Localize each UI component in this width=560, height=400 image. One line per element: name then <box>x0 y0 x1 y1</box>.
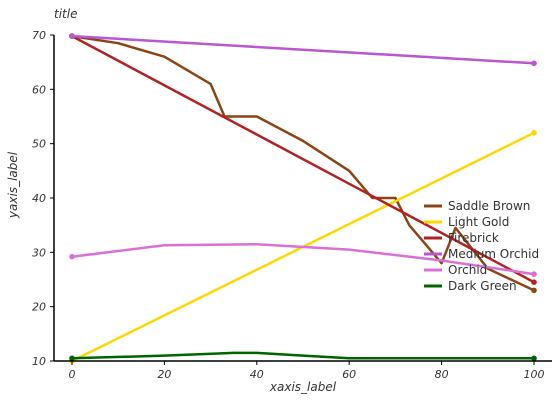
x-tick-label: 100 <box>524 368 545 381</box>
legend-label-firebrick: Firebrick <box>448 231 499 245</box>
x-tick-label: 60 <box>342 368 356 381</box>
legend-label-saddle-brown: Saddle Brown <box>448 199 530 213</box>
y-axis-label: yaxis_label <box>6 151 20 219</box>
legend-label-dark-green: Dark Green <box>448 279 517 293</box>
x-axis-label: xaxis_label <box>269 380 337 394</box>
legend-label-orchid: Orchid <box>448 263 487 277</box>
x-tick-label: 0 <box>69 368 76 381</box>
y-tick-label: 10 <box>32 355 46 368</box>
legend-label-medium-orchid: Medium Orchid <box>448 247 539 261</box>
y-tick-label: 30 <box>32 246 46 259</box>
series-point-dark-green-start <box>69 355 75 362</box>
series-point-orchid-end <box>531 271 537 277</box>
series-line-firebrick <box>71 34 535 284</box>
series-point-firebrick-end <box>531 279 537 286</box>
legend-label-light-gold: Light Gold <box>448 215 509 229</box>
series-line-dark-green <box>71 351 534 360</box>
x-tick-label: 80 <box>435 368 449 381</box>
series-point-saddle-brown-end <box>531 287 537 294</box>
series-point-orchid-start <box>69 253 75 260</box>
plot-area <box>69 33 537 364</box>
series-point-medium-orchid-start <box>69 33 75 39</box>
series-line-orchid <box>71 242 535 276</box>
x-tick-label: 40 <box>250 368 264 381</box>
series-line-saddle-brown <box>71 34 535 292</box>
x-axis: 0 20 40 60 80 100 <box>54 360 552 381</box>
x-tick-label: 20 <box>157 368 171 381</box>
series-point-dark-green-end <box>531 355 537 362</box>
y-tick-label: 70 <box>32 29 46 42</box>
y-tick-label: 40 <box>32 192 46 205</box>
series-point-light-gold-end <box>531 130 537 136</box>
series-line-medium-orchid <box>71 34 535 65</box>
y-tick-label: 60 <box>32 83 46 96</box>
legend: Saddle Brown Light Gold Firebrick Medium Or… <box>424 199 539 293</box>
y-tick-label: 50 <box>32 138 46 151</box>
y-axis: 10 20 30 40 50 60 70 <box>32 29 55 368</box>
series-point-medium-orchid-end <box>531 60 537 67</box>
chart-title: title <box>54 7 77 21</box>
y-tick-label: 20 <box>32 301 46 314</box>
